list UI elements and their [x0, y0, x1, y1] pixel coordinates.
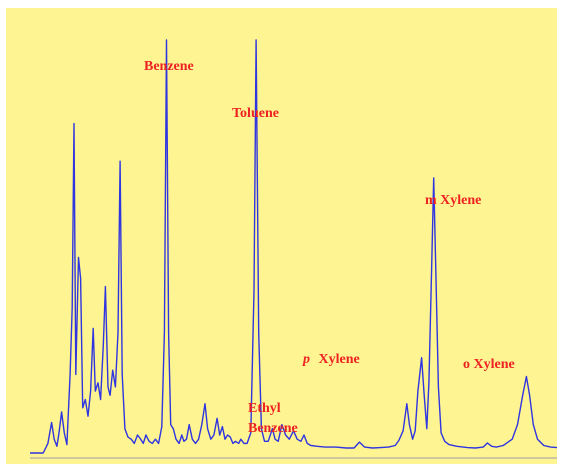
label-ethyl-line-2: Benzene	[248, 421, 298, 436]
label-ethyl-line-1: Ethyl	[248, 401, 281, 416]
label-toluene: Toluene	[232, 106, 279, 121]
label-benzene: Benzene	[144, 59, 194, 74]
label-m-xylene: m Xylene	[425, 193, 481, 208]
label-ethyl-benzene: Ethyl Benzene	[248, 401, 298, 436]
label-p-text: Xylene	[319, 352, 360, 367]
chromatogram-trace	[30, 39, 558, 454]
peak-labels: Benzene Toluene Ethyl Benzene p Xylene m…	[144, 59, 515, 436]
plot-background	[6, 8, 557, 464]
label-o-xylene: o Xylene	[463, 357, 515, 372]
label-p-xylene: p Xylene	[302, 352, 360, 367]
label-p-prefix: p	[302, 352, 310, 367]
